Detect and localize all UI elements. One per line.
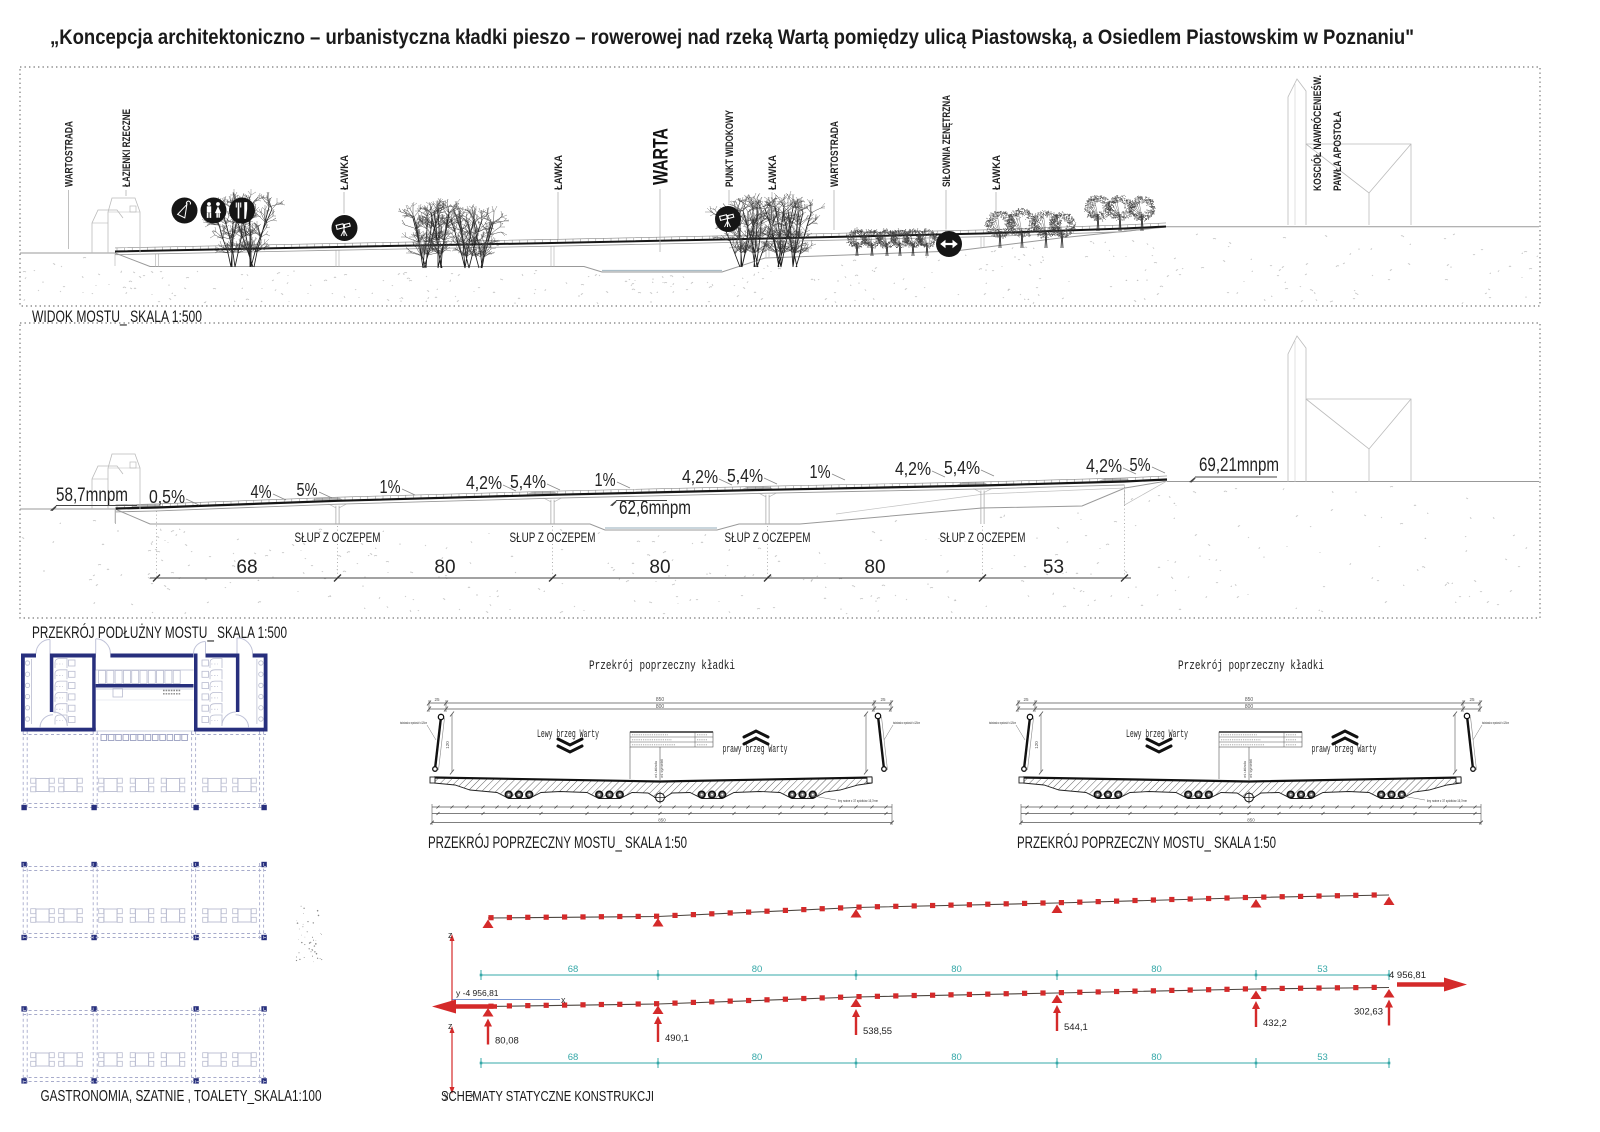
svg-text:432,2: 432,2 xyxy=(1263,1018,1287,1029)
svg-text:oś układu: oś układu xyxy=(653,761,658,778)
svg-text:4%: 4% xyxy=(251,482,272,502)
svg-text:68: 68 xyxy=(568,1052,579,1063)
svg-text:4 956,81: 4 956,81 xyxy=(1389,970,1426,981)
svg-text:WARTA: WARTA xyxy=(650,128,673,185)
svg-text:302,63: 302,63 xyxy=(1354,1007,1383,1018)
svg-text:850: 850 xyxy=(658,818,666,823)
svg-text:68: 68 xyxy=(568,964,579,975)
svg-text:80: 80 xyxy=(951,1052,962,1063)
svg-text:y -4 956,81: y -4 956,81 xyxy=(456,988,499,998)
svg-text:x: x xyxy=(470,1090,475,1100)
svg-text:liny nośne z 37 splotków 15,7m: liny nośne z 37 splotków 15,7mm xyxy=(838,798,878,803)
svg-text:5,4%: 5,4% xyxy=(944,458,980,478)
svg-text:80: 80 xyxy=(752,1052,763,1063)
svg-text:PUNKT WIDOKOWY: PUNKT WIDOKOWY xyxy=(724,110,736,187)
svg-text:53: 53 xyxy=(1043,557,1064,578)
svg-text:GASTRONOMIA, SZATNIE , TOALETY: GASTRONOMIA, SZATNIE , TOALETY_SKALA1:10… xyxy=(41,1088,322,1105)
svg-text:prawy brzeg Warty: prawy brzeg Warty xyxy=(723,744,788,756)
svg-text:z: z xyxy=(448,930,453,940)
svg-text:4,2%: 4,2% xyxy=(466,473,502,493)
svg-text:ŁAWKA: ŁAWKA xyxy=(991,155,1003,190)
svg-text:800: 800 xyxy=(656,704,665,710)
svg-text:120: 120 xyxy=(445,741,450,749)
svg-text:5,4%: 5,4% xyxy=(510,472,546,492)
svg-text:z: z xyxy=(448,1021,453,1031)
svg-text:ŁAWKA: ŁAWKA xyxy=(767,155,779,190)
svg-text:ŁAZIENKI RZECZNE: ŁAZIENKI RZECZNE xyxy=(121,109,133,187)
svg-text:SCHEMATY STATYCZNE KONSTRUKCJI: SCHEMATY STATYCZNE KONSTRUKCJI xyxy=(441,1088,654,1105)
svg-text:5,4%: 5,4% xyxy=(727,466,763,486)
svg-text:4,2%: 4,2% xyxy=(895,459,931,479)
svg-text:SŁUP Z OCZEPEM: SŁUP Z OCZEPEM xyxy=(940,530,1026,545)
svg-text:1%: 1% xyxy=(595,470,616,490)
svg-text:oś symetrii: oś symetrii xyxy=(659,759,664,778)
svg-text:80: 80 xyxy=(649,557,670,578)
svg-text:538,55: 538,55 xyxy=(863,1026,892,1037)
svg-text:62,6mnpm: 62,6mnpm xyxy=(619,498,691,519)
svg-text:WARTOSTRADA: WARTOSTRADA xyxy=(829,121,841,187)
svg-text:490,1: 490,1 xyxy=(665,1033,689,1044)
svg-text:x: x xyxy=(561,995,566,1005)
svg-text:KOSCIÓŁ NAWRÓCENIEŚW.: KOSCIÓŁ NAWRÓCENIEŚW. xyxy=(1311,75,1324,191)
svg-text:0,5%: 0,5% xyxy=(149,487,185,507)
svg-text:WIDOK MOSTU_ SKALA 1:500: WIDOK MOSTU_ SKALA 1:500 xyxy=(32,307,202,326)
svg-text:ŁAWKA: ŁAWKA xyxy=(553,155,565,190)
svg-text:80: 80 xyxy=(1151,1052,1162,1063)
svg-text:WARTOSTRADA: WARTOSTRADA xyxy=(63,121,75,187)
svg-text:80: 80 xyxy=(1151,964,1162,975)
svg-text:25: 25 xyxy=(880,697,886,702)
svg-text:1%: 1% xyxy=(380,477,401,497)
svg-text:68: 68 xyxy=(236,557,257,578)
svg-text:80: 80 xyxy=(752,964,763,975)
svg-text:80,08: 80,08 xyxy=(495,1036,519,1047)
svg-text:SŁUP Z OCZEPEM: SŁUP Z OCZEPEM xyxy=(510,530,596,545)
svg-text:5%: 5% xyxy=(297,480,318,500)
svg-text:„Koncepcja architektoniczno –: „Koncepcja architektoniczno – urbanistyc… xyxy=(50,25,1414,49)
svg-text:SŁUP Z OCZEPEM: SŁUP Z OCZEPEM xyxy=(295,530,381,545)
svg-text:4,2%: 4,2% xyxy=(1086,456,1122,476)
svg-text:5%: 5% xyxy=(1130,455,1151,475)
svg-text:58,7mnpm: 58,7mnpm xyxy=(56,485,128,506)
svg-text:53: 53 xyxy=(1317,964,1328,975)
svg-text:4,2%: 4,2% xyxy=(682,467,718,487)
svg-text:balustrada o wysokości h=120cm: balustrada o wysokości h=120cm xyxy=(893,720,920,725)
svg-text:25: 25 xyxy=(434,697,440,702)
svg-text:80: 80 xyxy=(864,557,885,578)
svg-text:SŁUP Z OCZEPEM: SŁUP Z OCZEPEM xyxy=(725,530,811,545)
svg-text:544,1: 544,1 xyxy=(1064,1022,1088,1033)
svg-text:PRZEKRÓJ PODŁUŻNY MOSTU_ SKALA: PRZEKRÓJ PODŁUŻNY MOSTU_ SKALA 1:500 xyxy=(32,623,287,642)
svg-text:80: 80 xyxy=(951,964,962,975)
svg-text:balustrada o wysokości h=120cm: balustrada o wysokości h=120cm xyxy=(400,720,427,725)
svg-text:PAWŁA APOSTOŁA: PAWŁA APOSTOŁA xyxy=(1332,111,1344,191)
svg-text:y: y xyxy=(444,1090,449,1100)
svg-text:PRZEKRÓJ POPRZECZNY MOSTU_ SKA: PRZEKRÓJ POPRZECZNY MOSTU_ SKALA 1:50 xyxy=(428,833,687,852)
svg-text:850: 850 xyxy=(656,697,665,703)
svg-text:Lewy brzeg Warty: Lewy brzeg Warty xyxy=(537,729,599,741)
svg-text:69,21mnpm: 69,21mnpm xyxy=(1199,455,1279,476)
svg-text:SIŁOWNIA ZENĘTRZNA: SIŁOWNIA ZENĘTRZNA xyxy=(941,95,953,187)
svg-text:80: 80 xyxy=(434,557,455,578)
svg-text:Przekrój poprzeczny kładki: Przekrój poprzeczny kładki xyxy=(589,658,735,673)
svg-text:ŁAWKA: ŁAWKA xyxy=(339,155,351,190)
svg-text:53: 53 xyxy=(1317,1052,1328,1063)
svg-text:1%: 1% xyxy=(810,462,831,482)
